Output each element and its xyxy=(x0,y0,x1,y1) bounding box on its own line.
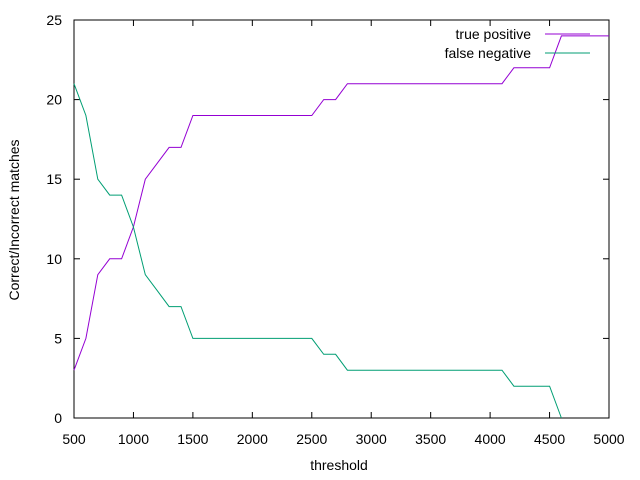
x-tick-label: 2000 xyxy=(237,431,268,447)
x-tick-label: 2500 xyxy=(296,431,327,447)
y-axis-title: Correct/Incorrect matches xyxy=(6,139,22,300)
x-tick-label: 500 xyxy=(62,431,86,447)
y-tick-label: 20 xyxy=(46,92,62,108)
y-tick-label: 5 xyxy=(54,330,62,346)
axes-group: 500 1000 1500 2000 2500 3000 3500 4000 4500 5000 0… xyxy=(46,12,624,447)
x-tick-label: 1500 xyxy=(177,431,208,447)
series-line-1 xyxy=(73,35,609,371)
x-tick-label: 4500 xyxy=(534,431,565,447)
y-tick-label: 15 xyxy=(46,171,62,187)
y-tick-label: 0 xyxy=(54,410,62,426)
legend-label-1: true positive xyxy=(456,26,532,42)
x-tick-label: 5000 xyxy=(593,431,624,447)
x-axis-title: threshold xyxy=(310,457,368,473)
legend: true positive false negative xyxy=(445,26,590,61)
plot-frame xyxy=(73,19,610,419)
legend-label-2: false negative xyxy=(445,45,532,61)
x-tick-label: 4000 xyxy=(475,431,506,447)
x-tick-label: 1000 xyxy=(118,431,149,447)
y-tick-label: 10 xyxy=(46,251,62,267)
x-tick-label: 3500 xyxy=(415,431,446,447)
series-line-2 xyxy=(73,83,562,419)
x-tick-label: 3000 xyxy=(356,431,387,447)
series-group xyxy=(73,35,609,419)
y-tick-label: 25 xyxy=(46,12,62,28)
